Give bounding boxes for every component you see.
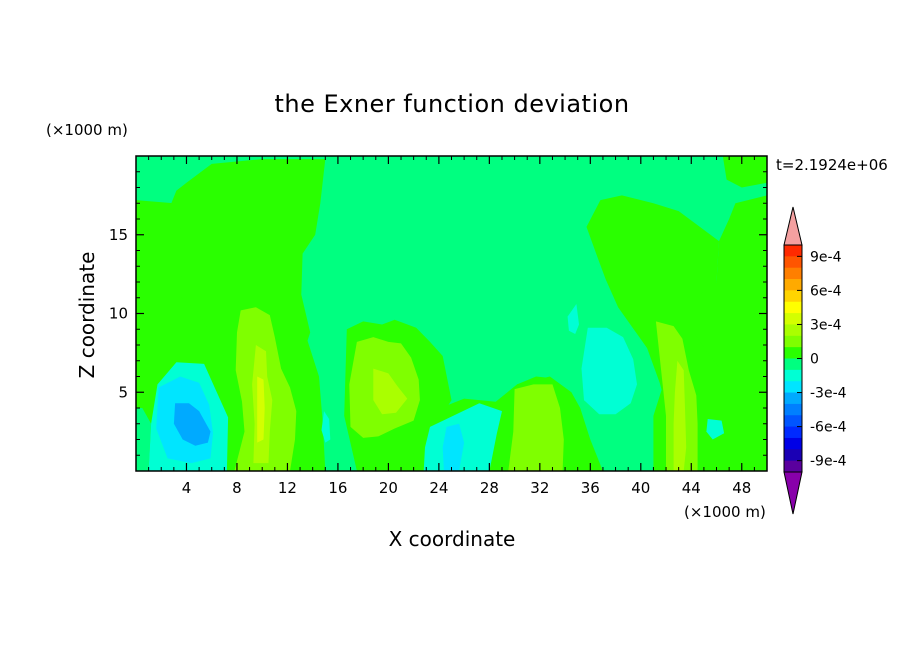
colorbar-swatch <box>784 245 802 257</box>
contour-region <box>722 156 767 188</box>
colorbar-swatch <box>784 267 802 280</box>
x-tick-label: 48 <box>732 479 751 497</box>
colorbar-tick-label: -9e-4 <box>810 454 847 470</box>
contour-region <box>321 411 331 443</box>
y-tick-label: 5 <box>118 383 128 401</box>
x-tick-label: 40 <box>631 479 650 497</box>
contour-region <box>673 360 687 471</box>
colorbar-swatch <box>784 347 802 359</box>
x-tick-label: 28 <box>480 479 499 497</box>
contour-region <box>442 423 465 471</box>
contour-region <box>567 304 579 334</box>
colorbar-swatch <box>784 403 802 416</box>
time-label: t=2.1924e+06 <box>776 156 888 174</box>
colorbar: 9e-4 6e-4 3e-4 0 -3e-4 -6e-4 -9e-4 <box>783 206 847 515</box>
x-tick-label: 24 <box>429 479 448 497</box>
x-tick-label: 16 <box>328 479 347 497</box>
contour-region <box>581 327 637 415</box>
colorbar-swatch <box>784 279 802 291</box>
colorbar-swatch <box>784 415 802 427</box>
colorbar-swatch <box>784 324 802 337</box>
x-tick-label: 44 <box>682 479 701 497</box>
colorbar-swatch <box>784 449 802 462</box>
y-axis-unit-label: (×1000 m) <box>46 121 128 139</box>
y-tick-label: 10 <box>109 305 128 323</box>
colorbar-swatch <box>784 290 802 303</box>
contour-region <box>257 376 265 443</box>
colorbar-swatch <box>784 301 802 314</box>
x-axis: 4 8 12 16 20 24 28 32 36 40 44 48 <box>148 156 755 497</box>
x-tick-label: 32 <box>530 479 549 497</box>
y-axis: 5 10 15 <box>109 171 767 456</box>
x-tick-label: 8 <box>232 479 242 497</box>
colorbar-swatch <box>784 381 802 393</box>
y-tick-label: 15 <box>109 226 128 244</box>
colorbar-swatch <box>784 426 802 439</box>
x-tick-label: 12 <box>278 479 297 497</box>
colorbar-swatch <box>784 256 802 269</box>
colorbar-swatch <box>784 369 802 382</box>
x-tick-label: 36 <box>581 479 600 497</box>
colorbar-swatch <box>784 313 802 325</box>
x-tick-label: 4 <box>182 479 192 497</box>
x-tick-label: 20 <box>379 479 398 497</box>
y-axis-label: Z coordinate <box>75 252 99 379</box>
colorbar-swatch <box>784 358 802 371</box>
colorbar-tick-label: 3e-4 <box>810 317 842 333</box>
colorbar-swatch <box>784 437 802 450</box>
colorbar-swatch <box>784 460 802 473</box>
colorbar-tick-label: -6e-4 <box>810 420 847 436</box>
contour-region <box>373 368 408 415</box>
colorbar-tick-label: -3e-4 <box>810 386 847 402</box>
contour-region <box>508 384 564 471</box>
colorbar-tick-label: 9e-4 <box>810 249 842 265</box>
x-axis-label: X coordinate <box>389 527 516 551</box>
colorbar-under-arrow <box>783 471 803 515</box>
colorbar-over-arrow <box>783 206 803 246</box>
contour-field <box>136 156 767 471</box>
colorbar-swatch <box>784 335 802 348</box>
colorbar-tick-label: 6e-4 <box>810 283 842 299</box>
x-axis-unit-label: (×1000 m) <box>684 503 766 521</box>
contour-region <box>173 403 211 446</box>
contour-region <box>706 419 725 440</box>
chart-title: the Exner function deviation <box>274 90 629 118</box>
colorbar-swatch <box>784 392 802 405</box>
colorbar-tick-label: 0 <box>810 352 819 368</box>
